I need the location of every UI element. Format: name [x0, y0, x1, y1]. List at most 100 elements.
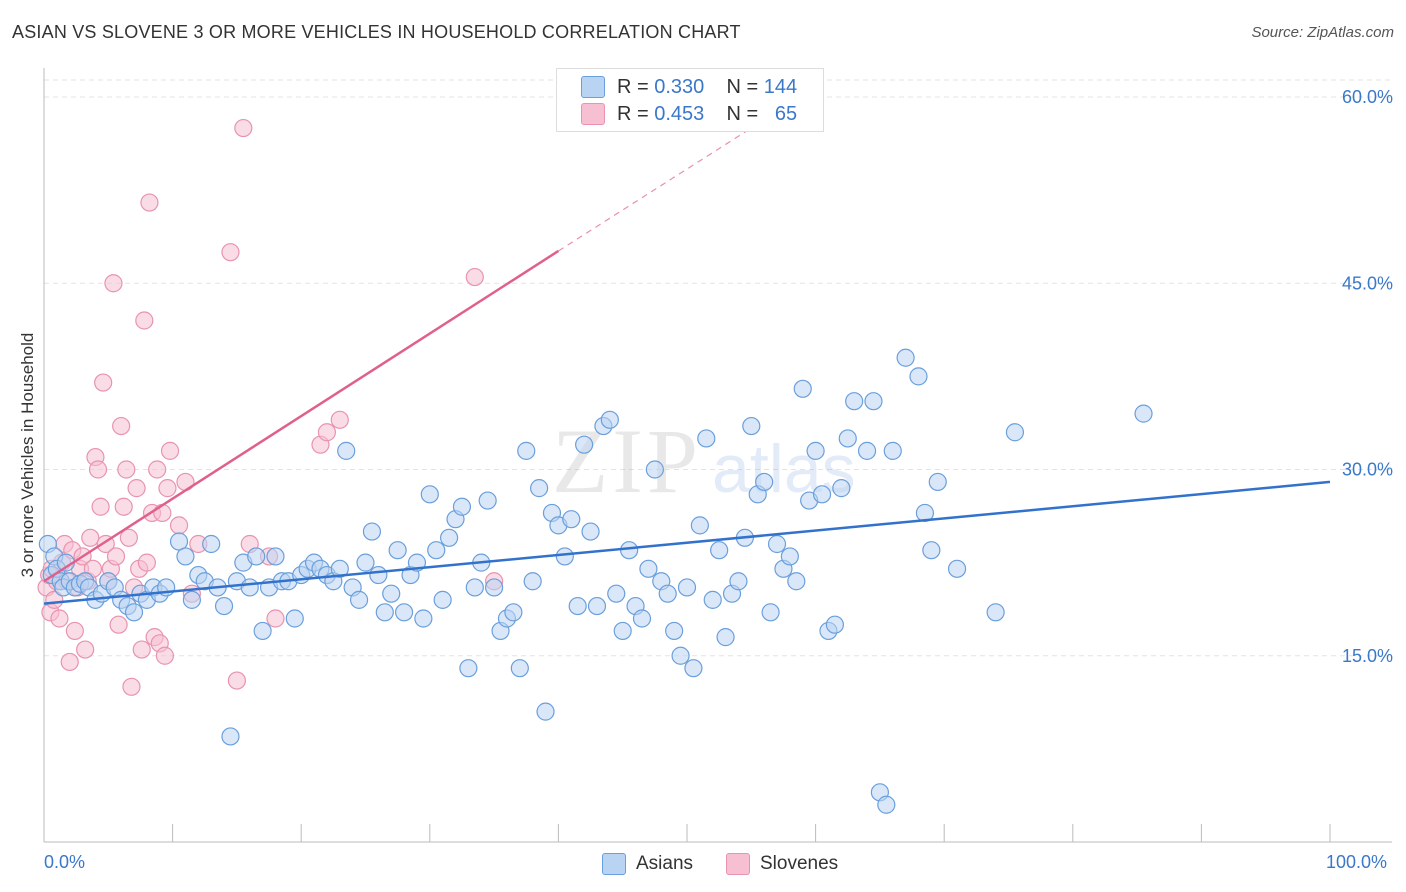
bottom-legend-asians: Asians [602, 852, 693, 876]
asians-point [639, 559, 658, 578]
asians-point [1134, 404, 1153, 423]
y-tick-label: 30.0% [1342, 460, 1393, 480]
asians-point [388, 541, 407, 560]
asians-point [478, 491, 497, 510]
slovenes-point [140, 193, 159, 212]
trend-lines [43, 127, 1331, 605]
slovenes-point [137, 553, 156, 572]
asians-point [414, 609, 433, 628]
asians-point [375, 603, 394, 622]
asians-point [221, 727, 240, 746]
y-tick-label: 60.0% [1342, 87, 1393, 107]
slovenes-swatch [581, 103, 605, 125]
asians-r-label: R = [617, 75, 649, 98]
asians-point [780, 547, 799, 566]
asians-point [420, 485, 439, 504]
asians-point [787, 572, 806, 591]
asians-point [671, 646, 690, 665]
asians-points [38, 348, 1153, 814]
slovenes-point [135, 311, 154, 330]
asians-point [896, 348, 915, 367]
slovenes-point [227, 671, 246, 690]
watermark: ZIP atlas [552, 410, 856, 512]
slovenes-point [153, 503, 172, 523]
asians-point [523, 572, 542, 591]
asians-point [812, 485, 832, 504]
asians-point [613, 621, 632, 641]
asians-point [922, 541, 941, 560]
asians-point [742, 416, 761, 436]
slovenes-point [330, 410, 349, 429]
slovenes-point [169, 516, 189, 535]
asians-point [439, 528, 459, 547]
asians-point [214, 596, 234, 616]
asians-point [562, 510, 581, 529]
asians-point [247, 547, 266, 566]
asians-point [825, 615, 844, 634]
slovenes-point [114, 497, 133, 516]
slovenes-point [127, 479, 146, 498]
slovenes-point [91, 497, 110, 516]
slovenes-n-label: N = [726, 102, 759, 125]
slovenes-point [122, 677, 141, 696]
asians-point [665, 621, 684, 641]
asians-point [504, 603, 523, 622]
slovenes-point [148, 460, 167, 479]
slovenes-point [50, 609, 69, 628]
asians-point [240, 578, 259, 597]
asians-point [883, 441, 902, 460]
slovenes-point [106, 547, 126, 566]
source-label: Source: ZipAtlas.com [1251, 24, 1394, 41]
y-tick-label: 45.0% [1342, 273, 1393, 293]
asians-point [510, 659, 529, 678]
asians-point [645, 460, 664, 479]
asians-point [459, 659, 478, 678]
asians-point [382, 584, 401, 603]
asians-swatch [581, 76, 605, 98]
asians-point [832, 479, 851, 498]
slovenes-point [160, 441, 180, 460]
asians-point [864, 392, 883, 411]
asians-point [427, 541, 446, 560]
asians-point [697, 429, 716, 448]
slovenes-point [465, 267, 484, 287]
y-tick-labels: 15.0% 30.0% 45.0% 60.0% [1342, 87, 1393, 666]
asians-point [716, 628, 735, 647]
asians-point [266, 547, 285, 566]
asians-point [369, 565, 388, 585]
asians-legend-label: Asians [636, 853, 694, 874]
asians-point [877, 795, 896, 814]
asians-point [394, 603, 414, 622]
asians-point [845, 392, 864, 411]
asians-point [690, 516, 709, 535]
slovenes-point [317, 423, 337, 442]
legend-row-slovenes: R = 0.453 N = 65 [581, 100, 797, 128]
asians-point [755, 472, 774, 492]
slovenes-point [117, 460, 136, 479]
asians-point [285, 609, 304, 628]
slovenes-point [104, 274, 123, 293]
asians-point [677, 578, 697, 597]
asians-point [947, 559, 967, 578]
asians-point [349, 590, 369, 609]
asians-point [928, 472, 947, 492]
asians-point [838, 429, 857, 448]
asians-point [124, 603, 144, 622]
asians-point [793, 379, 812, 398]
asians-point [607, 584, 626, 603]
asians-point [433, 590, 452, 609]
asians-n-value: 144 [763, 75, 798, 98]
slovenes-point [76, 640, 95, 659]
slovenes-point [112, 416, 131, 436]
stats-legend: R = 0.330 N = 144 R = 0.453 N = 65 [556, 68, 824, 132]
asians-point [555, 547, 574, 566]
asians-point [632, 609, 652, 628]
asians-point [1005, 423, 1025, 442]
y-tick-label: 15.0% [1342, 646, 1393, 666]
chart-title: ASIAN VS SLOVENE 3 OR MORE VEHICLES IN H… [12, 22, 741, 42]
slovenes-n-value: 65 [774, 102, 798, 125]
asians-r-value: 0.330 [654, 75, 705, 98]
asians-point [362, 522, 382, 541]
slovenes-r-label: R = [617, 102, 649, 125]
